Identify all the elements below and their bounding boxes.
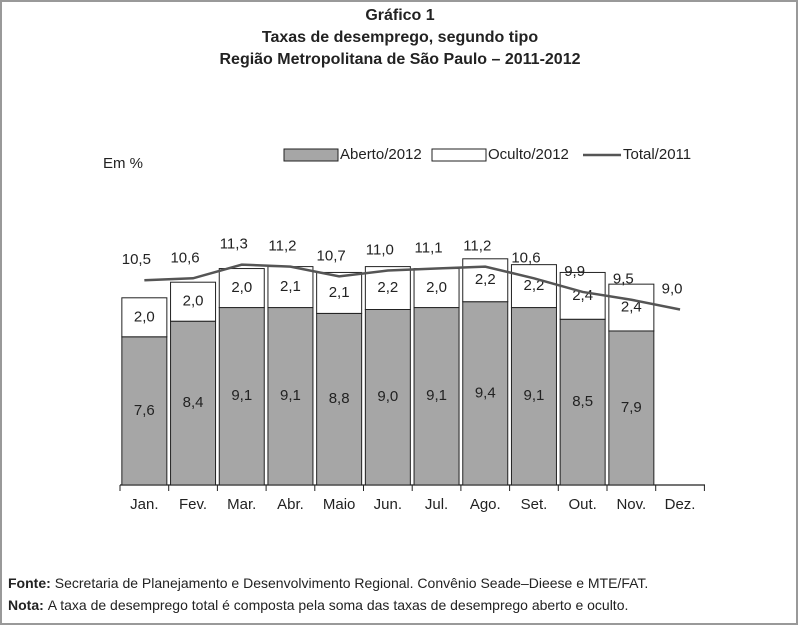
data-label: 11,2	[268, 238, 296, 255]
data-label: 7,9	[621, 399, 642, 416]
data-label: 2,2	[524, 277, 545, 294]
bar-segment	[608, 283, 655, 332]
x-tick-label: Jan.	[130, 496, 158, 513]
legend-swatch	[283, 148, 339, 162]
bar-segment	[559, 318, 606, 486]
data-label: 9,5	[613, 271, 634, 288]
data-label: 2,2	[377, 279, 398, 296]
data-label: 9,1	[426, 387, 447, 404]
bar-segment	[510, 307, 557, 486]
note: Fonte: Secretaria de Planejamento e Desen…	[8, 575, 648, 591]
data-label: 9,1	[231, 387, 252, 404]
data-label: 2,0	[231, 279, 252, 296]
bar-segment	[413, 307, 460, 486]
x-tick-label: Abr.	[277, 496, 304, 513]
data-label: 11,0	[366, 241, 394, 258]
x-tick-label: Ago.	[470, 496, 501, 513]
data-label: 9,1	[280, 387, 301, 404]
bar-segment	[218, 268, 265, 309]
legend-label: Total/2011	[623, 146, 691, 163]
data-label: 10,6	[511, 249, 540, 266]
bar-segment	[218, 307, 265, 486]
data-label: 2,0	[183, 293, 204, 310]
data-label: 10,6	[170, 249, 199, 266]
note-label: Fonte:	[8, 575, 51, 591]
data-label: 7,6	[134, 402, 155, 419]
x-tick-label: Jun.	[374, 496, 402, 513]
data-label: 9,9	[564, 263, 585, 280]
x-tick-label: Mar.	[227, 496, 256, 513]
note-label: Nota:	[8, 597, 44, 613]
bar-segment	[316, 312, 363, 486]
data-label: 2,2	[475, 271, 496, 288]
chart-title: Região Metropolitana de São Paulo – 2011…	[219, 51, 580, 68]
bar-segment	[316, 271, 363, 314]
x-tick-label: Dez.	[665, 496, 696, 513]
bar-segment	[267, 266, 314, 309]
data-label: 9,4	[475, 384, 496, 401]
bar-segment	[608, 330, 655, 486]
bar-segment	[267, 307, 314, 486]
note-text: Secretaria de Planejamento e Desenvolvim…	[55, 575, 649, 591]
bar-segment	[170, 320, 217, 486]
data-label: 2,0	[426, 279, 447, 296]
bar-segment	[559, 271, 606, 320]
data-label: 8,5	[572, 393, 593, 410]
note: Nota: A taxa de desemprego total é compos…	[8, 597, 628, 613]
data-label: 2,0	[134, 308, 155, 325]
bar-segment	[121, 297, 168, 338]
data-label: 11,1	[415, 240, 443, 257]
bar-segment	[121, 336, 168, 486]
data-label: 11,2	[463, 238, 491, 255]
data-label: 8,8	[329, 390, 350, 407]
chart-title: Taxas de desemprego, segundo tipo	[262, 29, 538, 46]
legend-swatch	[431, 148, 487, 162]
data-label: 9,0	[377, 388, 398, 405]
legend-label: Oculto/2012	[488, 146, 569, 163]
unit-label: Em %	[103, 155, 143, 172]
x-tick-label: Fev.	[179, 496, 207, 513]
x-tick-label: Set.	[521, 496, 548, 513]
legend-label: Aberto/2012	[340, 146, 422, 163]
bar-segment	[170, 281, 217, 322]
data-label: 10,5	[122, 251, 151, 268]
data-label: 2,4	[621, 299, 642, 316]
x-tick-label: Nov.	[616, 496, 646, 513]
note-text: A taxa de desemprego total é composta pe…	[48, 597, 629, 613]
line-series	[144, 263, 681, 311]
bar-segment	[364, 266, 411, 311]
x-tick-label: Jul.	[425, 496, 448, 513]
bar-segment	[462, 301, 509, 486]
bar-segment	[510, 264, 557, 309]
data-label: 9,1	[524, 387, 545, 404]
data-label: 11,3	[220, 236, 248, 253]
data-label: 9,0	[662, 280, 683, 297]
data-label: 2,1	[329, 284, 350, 301]
chart-title: Gráfico 1	[365, 7, 434, 24]
bar-segment	[413, 268, 460, 309]
data-label: 8,4	[183, 394, 204, 411]
x-tick-label: Maio	[323, 496, 356, 513]
data-label: 2,1	[280, 278, 301, 295]
data-label: 10,7	[317, 247, 346, 264]
x-tick-label: Out.	[568, 496, 596, 513]
